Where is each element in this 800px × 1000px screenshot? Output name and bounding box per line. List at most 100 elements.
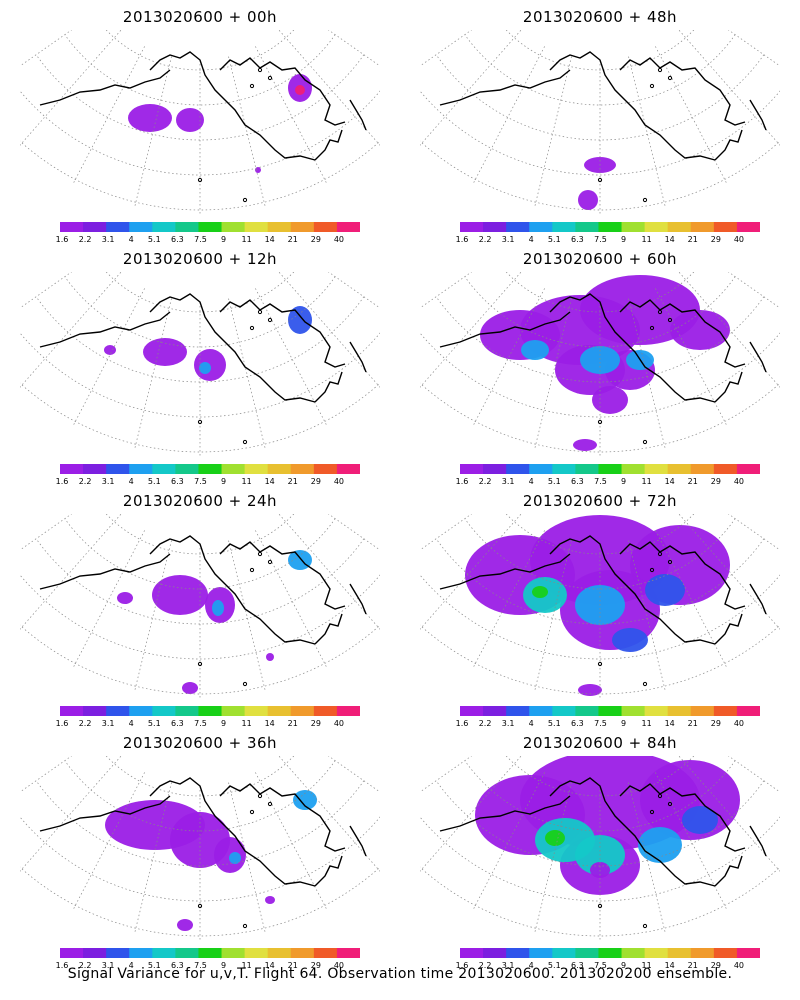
island <box>257 309 263 315</box>
colorbar-tick-label: 1.6 <box>455 477 469 486</box>
map-panel: 2013020600 + 36h 1.6 2.2 3.1 4 5.1 6.3 7.5 9 11 14… <box>20 734 380 979</box>
colorbar-tick-label: 29 <box>710 235 721 244</box>
colorbar-swatch <box>506 706 530 716</box>
colorbar-labels: 1.6 2.2 3.1 4 5.1 6.3 7.5 9 11 14 21 29 40 <box>456 235 760 245</box>
colorbar-swatch <box>575 706 599 716</box>
coastline <box>749 825 767 857</box>
colorbar-swatch <box>175 464 199 474</box>
graticule-meridian <box>678 30 780 146</box>
colorbar <box>60 706 360 716</box>
colorbar-swatch <box>290 706 315 716</box>
colorbar-tick-label: 4 <box>128 719 134 728</box>
graticule-meridian <box>228 56 266 208</box>
graticule-meridian <box>134 540 172 692</box>
colorbar-swatch <box>83 706 107 716</box>
colorbar <box>60 464 360 474</box>
colorbar-tick-label: 3.1 <box>501 719 515 728</box>
colorbar-tick-label: 11 <box>641 477 652 486</box>
island <box>257 793 263 799</box>
graticule-arc <box>505 272 695 313</box>
graticule-arc <box>420 332 780 418</box>
graticule-arc <box>35 780 365 867</box>
map-svg <box>20 272 380 457</box>
map-svg <box>20 756 380 941</box>
coastline <box>39 795 171 832</box>
colorbar-tick-label: 21 <box>287 719 298 728</box>
variance-blob <box>199 362 211 374</box>
colorbar-tick-label: 21 <box>287 961 298 970</box>
colorbar-labels: 1.6 2.2 3.1 4 5.1 6.3 7.5 9 11 14 21 29 40 <box>456 477 760 487</box>
colorbar-swatch <box>244 464 269 474</box>
variance-blob <box>266 653 274 661</box>
island <box>657 551 663 557</box>
colorbar-swatch <box>106 464 130 474</box>
colorbar-swatch <box>198 222 223 232</box>
colorbar-tick-label: 14 <box>264 961 275 970</box>
colorbar-tick-label: 4 <box>528 961 534 970</box>
island <box>197 661 203 667</box>
coastline <box>39 69 171 106</box>
colorbar-swatch <box>460 464 484 474</box>
graticule-meridian <box>20 514 122 630</box>
variance-blob <box>117 592 133 604</box>
island <box>657 67 663 73</box>
island <box>242 923 248 929</box>
graticule-arc <box>35 296 365 383</box>
colorbar-tick-label: 7.5 <box>194 235 207 244</box>
colorbar-swatch <box>313 706 338 716</box>
colorbar-tick-label: 21 <box>287 477 298 486</box>
colorbar-tick-label: 7.5 <box>594 235 607 244</box>
map-svg <box>20 30 380 215</box>
colorbar-labels: 1.6 2.2 3.1 4 5.1 6.3 7.5 9 11 14 21 29 40 <box>56 719 360 729</box>
graticule-arc <box>420 382 780 453</box>
colorbar-swatch <box>713 948 738 958</box>
island <box>597 419 603 425</box>
island <box>642 923 648 929</box>
coastline <box>439 795 571 832</box>
colorbar-swatch <box>175 948 199 958</box>
graticule-arc <box>20 866 380 937</box>
graticule-arc <box>505 756 695 797</box>
graticule-meridian <box>655 46 728 185</box>
coastline <box>219 783 346 852</box>
graticule-arc <box>105 756 295 797</box>
panel-title: 2013020600 + 24h <box>122 492 278 510</box>
variance-blob <box>255 167 261 173</box>
graticule-meridian <box>20 756 73 793</box>
colorbar-swatch <box>60 464 84 474</box>
panel-title: 2013020600 + 00h <box>122 8 278 26</box>
variance-blob <box>682 806 718 834</box>
coastline <box>749 583 767 615</box>
colorbar-tick-label: 14 <box>664 235 675 244</box>
colorbar-swatch <box>106 706 130 716</box>
chart-footer-title: Signal Variance for u,v,T. Flight 64. Ob… <box>67 966 733 982</box>
coastline <box>39 311 171 348</box>
map-panel: 2013020600 + 00h 1.6 2.2 3.1 4 5.1 6.3 7.5 9 11 14… <box>20 8 380 253</box>
colorbar-tick-label: 40 <box>333 719 345 728</box>
colorbar-swatch <box>575 948 599 958</box>
colorbar-tick-label: 4 <box>528 477 534 486</box>
graticule-meridian <box>420 756 522 872</box>
colorbar-tick-label: 11 <box>241 719 252 728</box>
map-panel: 2013020600 + 48h 1.6 2.2 3.1 4 5.1 6.3 7.5 9 11 14… <box>420 8 780 253</box>
colorbar-swatch <box>221 464 246 474</box>
colorbar-tick-label: 11 <box>641 961 652 970</box>
colorbar-swatch <box>313 464 338 474</box>
map-panel: 2013020600 + 84h 1.6 2.2 3.1 4 5.1 6.3 7.5 9 11 14… <box>420 734 780 979</box>
colorbar-tick-label: 40 <box>333 477 345 486</box>
graticule-meridian <box>420 30 473 67</box>
variance-blob <box>645 574 685 606</box>
coastline <box>149 535 316 645</box>
colorbar-swatch <box>598 222 623 232</box>
graticule-meridian <box>20 30 73 67</box>
colorbar-tick-label: 6.3 <box>171 961 184 970</box>
island <box>242 439 248 445</box>
colorbar-tick-label: 9 <box>220 235 227 244</box>
coastline <box>714 129 743 161</box>
graticule-meridian <box>278 756 380 872</box>
graticule-meridian <box>727 30 780 67</box>
graticule-meridian <box>72 530 145 669</box>
colorbar-tick-label: 3.1 <box>501 235 515 244</box>
colorbar-tick-label: 29 <box>710 719 721 728</box>
colorbar-tick-label: 3.1 <box>101 961 115 970</box>
